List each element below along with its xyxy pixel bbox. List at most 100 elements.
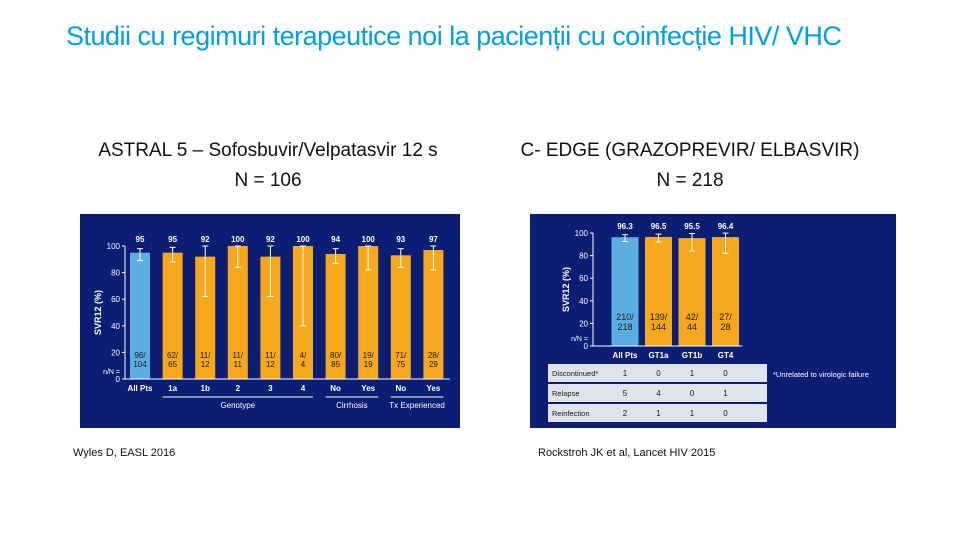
bar-value-label: 96.4 bbox=[718, 222, 734, 231]
x-tick-label: GT1a bbox=[648, 351, 669, 360]
bar bbox=[678, 238, 706, 346]
group-label: Tx Experienced bbox=[389, 401, 445, 410]
bar-n-top: 11/ bbox=[200, 351, 211, 360]
table-cell: 1 bbox=[656, 409, 661, 418]
bar-n-bottom: 144 bbox=[651, 322, 666, 332]
x-tick-label: All Pts bbox=[128, 384, 153, 393]
left-heading: ASTRAL 5 – Sofosbuvir/Velpatasvir 12 s N… bbox=[56, 136, 480, 196]
bar bbox=[358, 246, 379, 379]
left-heading-n: N = 106 bbox=[234, 170, 302, 191]
x-tick-label: 2 bbox=[236, 384, 241, 393]
bar-n-top: 28/ bbox=[428, 351, 440, 360]
x-tick-label: Yes bbox=[427, 384, 441, 393]
bar-n-bottom: 218 bbox=[617, 322, 632, 332]
x-tick-label: 1a bbox=[168, 384, 177, 393]
bar bbox=[325, 253, 346, 379]
right-heading-n: N = 218 bbox=[656, 170, 724, 191]
table-cell: 2 bbox=[623, 409, 628, 418]
astral5-chart: 0 20 40 60 80 100 SVR12 (%) n/N = 95 96/104 All Pt… bbox=[80, 214, 460, 428]
bar-n-bottom: 11 bbox=[234, 360, 243, 369]
bar-n-top: 139/ bbox=[650, 312, 668, 322]
table-row bbox=[548, 384, 767, 402]
table-row-label: Reinfection bbox=[552, 409, 590, 418]
bar bbox=[195, 256, 216, 379]
x-tick-label: GT4 bbox=[718, 351, 734, 360]
bar-n-top: 80/ bbox=[330, 351, 342, 360]
table-cell: 1 bbox=[723, 389, 728, 398]
table-row-label: Relapse bbox=[552, 389, 580, 398]
bar-n-bottom: 29 bbox=[429, 360, 438, 369]
y-axis-title: SVR12 (%) bbox=[561, 267, 571, 312]
table-cell: 0 bbox=[690, 389, 695, 398]
table-cell: 1 bbox=[623, 369, 628, 378]
bar-n-top: 62/ bbox=[167, 351, 179, 360]
bar bbox=[162, 252, 183, 379]
bar-n-top: 210/ bbox=[616, 312, 634, 322]
bar-n-top: 27/ bbox=[719, 312, 732, 322]
bar bbox=[390, 255, 411, 379]
bar-n-bottom: 75 bbox=[396, 360, 405, 369]
y-tick-label: 20 bbox=[111, 348, 120, 357]
bar bbox=[712, 237, 739, 346]
bar-value-label: 100 bbox=[362, 235, 376, 244]
right-heading: C- EDGE (GRAZOPREVIR/ ELBASVIR) N = 218 bbox=[480, 136, 900, 196]
table-cell: 0 bbox=[723, 409, 728, 418]
table-footnote: *Unrelated to virologic failure bbox=[773, 370, 869, 379]
bar-value-label: 95 bbox=[168, 235, 177, 244]
bar-n-bottom: 28 bbox=[720, 322, 730, 332]
table-row-label: Discontinued* bbox=[552, 369, 598, 378]
bar bbox=[260, 256, 281, 379]
table-row bbox=[548, 404, 767, 422]
table-row bbox=[548, 364, 767, 382]
bar-value-label: 94 bbox=[331, 235, 340, 244]
bar-value-label: 100 bbox=[231, 235, 245, 244]
n-label: n/N = bbox=[103, 369, 120, 376]
y-tick-label: 60 bbox=[111, 295, 120, 304]
group-label: Genotype bbox=[220, 401, 255, 410]
x-tick-label: No bbox=[395, 384, 406, 393]
bar-n-bottom: 4 bbox=[301, 360, 306, 369]
bar-n-top: 96/ bbox=[134, 351, 146, 360]
x-tick-label: 1b bbox=[201, 384, 210, 393]
group-label: Cirrhosis bbox=[336, 401, 368, 410]
y-tick-label: 60 bbox=[579, 274, 588, 283]
bar-n-bottom: 65 bbox=[168, 360, 177, 369]
y-axis-title: SVR12 (%) bbox=[93, 290, 103, 335]
y-tick-label: 80 bbox=[111, 269, 120, 278]
bar-n-bottom: 12 bbox=[201, 360, 210, 369]
bar-n-top: 11/ bbox=[233, 351, 244, 360]
table-cell: 4 bbox=[656, 389, 661, 398]
x-tick-label: No bbox=[330, 384, 341, 393]
bar-n-top: 11/ bbox=[265, 351, 276, 360]
y-tick-label: 0 bbox=[116, 375, 121, 384]
bar-value-label: 95.5 bbox=[684, 222, 700, 231]
left-heading-study: ASTRAL 5 – Sofosbuvir/Velpatasvir 12 s bbox=[98, 140, 438, 161]
left-citation: Wyles D, EASL 2016 bbox=[73, 447, 176, 459]
bar-value-label: 93 bbox=[396, 235, 405, 244]
bar-n-top: 71/ bbox=[395, 351, 407, 360]
x-tick-label: 4 bbox=[301, 384, 306, 393]
bar-value-label: 92 bbox=[201, 235, 210, 244]
bar-n-bottom: 44 bbox=[687, 322, 697, 332]
y-tick-label: 20 bbox=[579, 319, 588, 328]
bar-value-label: 96.3 bbox=[617, 222, 633, 231]
right-heading-study: C- EDGE (GRAZOPREVIR/ ELBASVIR) bbox=[520, 140, 860, 161]
y-tick-label: 80 bbox=[579, 252, 588, 261]
n-label: n/N = bbox=[571, 336, 588, 343]
bar-n-bottom: 85 bbox=[331, 360, 340, 369]
y-tick-label: 40 bbox=[579, 297, 588, 306]
bar-n-bottom: 12 bbox=[266, 360, 275, 369]
bar-n-top: 42/ bbox=[686, 312, 699, 322]
x-tick-label: Yes bbox=[361, 384, 375, 393]
bar-n-bottom: 104 bbox=[133, 360, 147, 369]
right-citation: Rockstroh JK et al, Lancet HIV 2015 bbox=[538, 447, 716, 459]
table-cell: 1 bbox=[690, 409, 695, 418]
bar-n-top: 19/ bbox=[363, 351, 375, 360]
table-cell: 0 bbox=[656, 369, 661, 378]
bar-value-label: 100 bbox=[296, 235, 310, 244]
y-tick-label: 0 bbox=[584, 342, 589, 351]
x-tick-label: GT1b bbox=[682, 351, 703, 360]
y-tick-label: 100 bbox=[575, 229, 589, 238]
bar-n-top: 4/ bbox=[300, 351, 307, 360]
